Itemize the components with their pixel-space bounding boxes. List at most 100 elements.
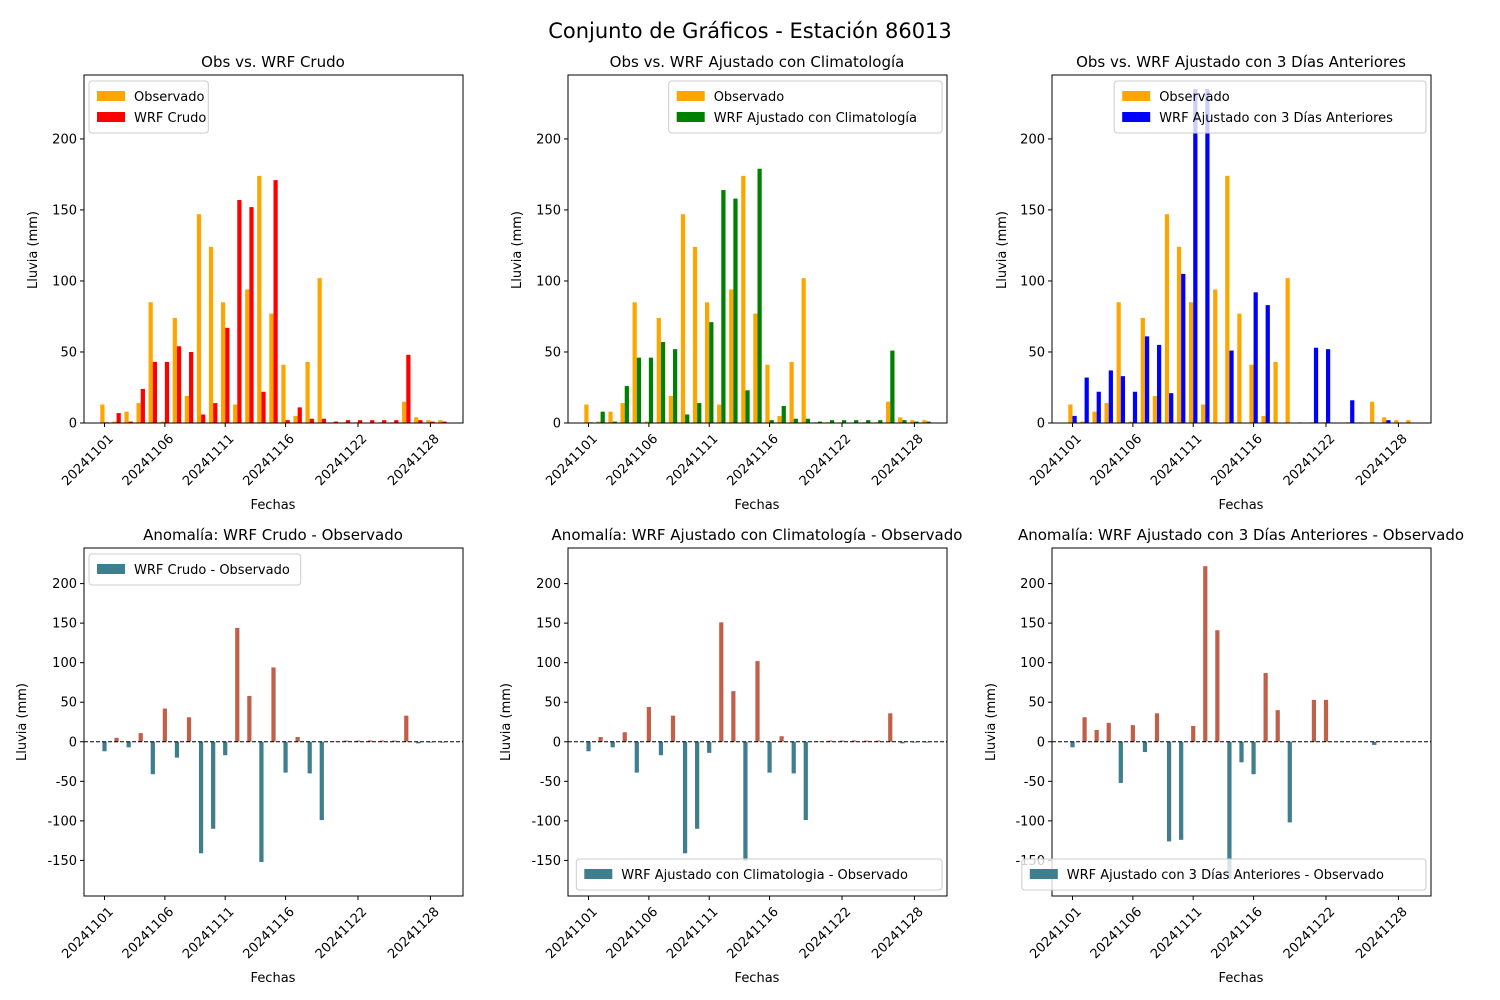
x-tick-label: 20241122: [313, 905, 370, 962]
bar: [1070, 741, 1075, 748]
axes-frame: [1051, 74, 1432, 424]
bar: [283, 741, 288, 773]
bar: [656, 317, 661, 423]
legend-swatch: [676, 91, 705, 101]
bar: [841, 420, 847, 423]
bar: [172, 317, 177, 423]
bar: [922, 420, 927, 423]
y-tick-label: 150: [1020, 617, 1045, 632]
bar: [695, 741, 700, 829]
bar: [1072, 415, 1077, 423]
y-tick-label: 0: [1037, 735, 1045, 750]
bar: [1132, 391, 1138, 423]
bar: [1203, 566, 1208, 742]
x-tick-label: 20241106: [120, 905, 177, 962]
bar: [1116, 302, 1121, 423]
chart-obs-vs-wrf-clim: Obs vs. WRF Ajustado con Climatología Fe…: [510, 53, 948, 513]
y-tick-label: 200: [1020, 577, 1045, 592]
bar: [426, 420, 431, 423]
chart-obs-vs-wrf-crudo: Obs vs. WRF Crudo Fechas Lluvia (mm) 0 50…: [26, 53, 464, 513]
bar: [1152, 396, 1158, 423]
bar: [743, 741, 748, 862]
x-tick-label: 20241122: [797, 905, 854, 962]
y-tick-label: 50: [60, 345, 77, 360]
bar: [245, 289, 250, 423]
bar: [632, 302, 637, 423]
chart-title: Obs vs. WRF Ajustado con Climatología: [610, 53, 905, 71]
bar: [876, 740, 881, 742]
bar: [839, 740, 845, 742]
y-tick-label: 50: [544, 696, 561, 711]
bar: [196, 214, 202, 423]
bar: [221, 302, 226, 423]
bar: [319, 741, 324, 821]
bar: [430, 421, 435, 423]
bar: [1229, 350, 1234, 423]
bar: [612, 421, 617, 423]
bar: [136, 403, 141, 423]
bar: [269, 313, 274, 423]
bar: [660, 342, 666, 423]
bar: [755, 661, 760, 742]
bars: [100, 175, 447, 423]
bar: [1287, 741, 1292, 823]
bar: [418, 420, 423, 423]
bar: [1082, 717, 1087, 742]
y-tick-label: -50: [540, 775, 561, 790]
bar: [866, 420, 871, 423]
legend-box: [575, 858, 943, 891]
bar: [1313, 347, 1319, 423]
bar: [225, 327, 230, 423]
bar: [102, 741, 107, 752]
axes-frame: [83, 74, 464, 424]
x-tick-label: 20241101: [59, 905, 116, 962]
x-tick-label: 20241116: [240, 905, 297, 962]
bar: [719, 622, 724, 742]
bar: [791, 741, 796, 774]
bar: [1120, 376, 1126, 423]
y-axis-label: Lluvia (mm): [984, 683, 999, 761]
bar: [176, 346, 182, 423]
y-tick-label: -100: [1015, 814, 1045, 829]
legend-box: [1113, 80, 1427, 134]
bar: [367, 740, 373, 742]
legend-swatch: [97, 91, 125, 101]
y-axis-label: Lluvia (mm): [995, 211, 1010, 289]
bar: [817, 421, 823, 423]
bar: [394, 420, 399, 423]
x-tick-label: 20241111: [180, 905, 237, 962]
y-tick-label: -150: [47, 854, 77, 869]
y-tick-label: 0: [1037, 417, 1045, 432]
bar: [343, 740, 349, 742]
bar: [382, 420, 387, 423]
bars: [1070, 566, 1377, 880]
bar: [851, 740, 857, 742]
x-tick-label: 20241116: [1208, 432, 1265, 489]
bar: [1261, 415, 1266, 423]
bar: [1237, 313, 1242, 423]
x-axis-label: Fechas: [251, 971, 296, 986]
bar: [184, 396, 190, 423]
y-tick-label: 150: [1020, 203, 1045, 218]
x-tick-label: 20241122: [313, 432, 370, 489]
bar: [636, 357, 642, 423]
legend-swatch: [1122, 112, 1151, 122]
y-tick-label: 100: [52, 274, 77, 289]
bar: [1164, 214, 1170, 423]
bar: [709, 322, 714, 423]
chart-title: Anomalía: WRF Crudo - Observado: [143, 526, 403, 544]
bars: [1068, 89, 1411, 423]
bar: [1181, 273, 1186, 423]
bar: [1394, 420, 1399, 423]
bar: [150, 741, 155, 775]
chart-title: Obs vs. WRF Ajustado con 3 Días Anterior…: [1076, 53, 1406, 71]
y-tick-label: -150: [531, 854, 561, 869]
bar: [745, 390, 750, 423]
x-tick-label: 20241106: [1088, 432, 1145, 489]
bar: [1201, 404, 1206, 423]
chart-anomalia-wrf-clim: Anomalía: WRF Ajustado con Climatología …: [499, 526, 962, 986]
legend: Observado WRF Ajustado con 3 Días Anterio…: [1113, 80, 1427, 134]
bar: [307, 741, 312, 774]
bar: [1189, 302, 1194, 423]
x-tick-label: 20241101: [543, 432, 600, 489]
